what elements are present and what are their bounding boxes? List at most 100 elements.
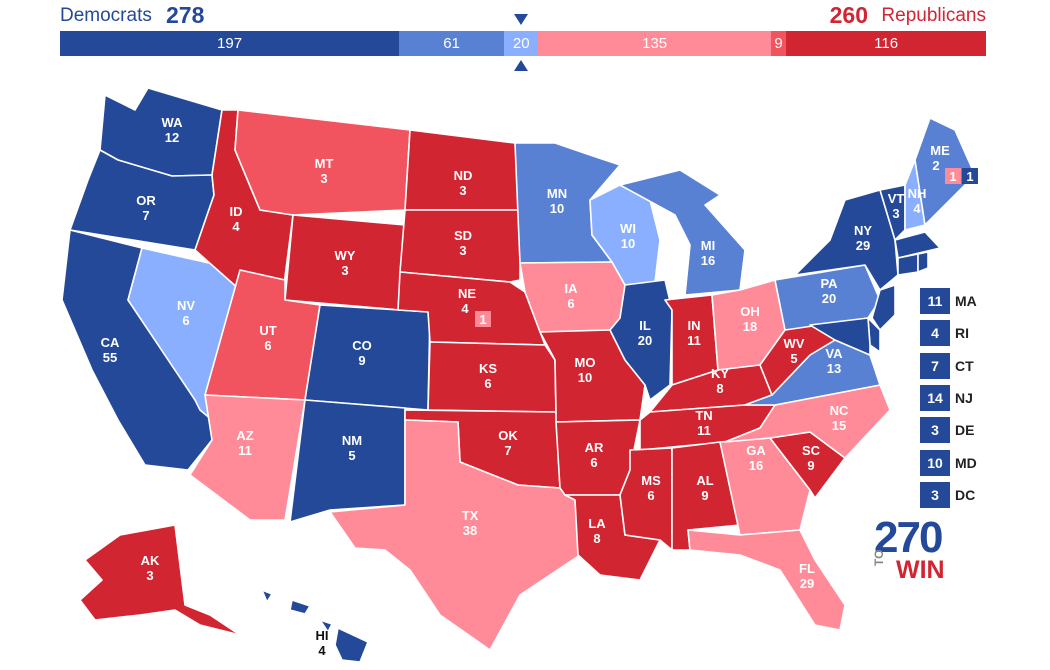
state-label-IA: IA 6: [565, 281, 579, 311]
small-state-abbr: NJ: [955, 389, 973, 406]
small-state-ev: 11: [920, 288, 950, 314]
small-state-ev: 14: [920, 384, 950, 411]
logo-number: 270: [874, 513, 943, 562]
state-label-AL: AL 9: [696, 473, 713, 503]
state-label-IN: IN 11: [687, 318, 701, 348]
state-label-CA: CA 55: [101, 335, 120, 365]
small-state-ev: 7: [920, 352, 950, 379]
state-label-TN: TN 11: [695, 408, 712, 438]
state-label-ID: ID 4: [230, 204, 243, 234]
state-label-MS: MS 6: [641, 473, 661, 503]
small-state-md[interactable]: 10 MD: [920, 449, 1025, 476]
maine-district-boxes[interactable]: 1 1: [945, 168, 978, 184]
state-HI[interactable]: [261, 589, 369, 663]
state-AK[interactable]: [79, 524, 241, 636]
small-state-de[interactable]: 3 DE: [920, 417, 1025, 444]
state-label-MN: MN 10: [547, 186, 567, 216]
bar-segment: 61: [399, 31, 505, 56]
small-state-ri[interactable]: 4 RI: [920, 320, 1025, 347]
small-state-ma[interactable]: 11 MA: [920, 288, 1025, 314]
state-label-OH: OH 18: [740, 304, 760, 334]
small-state-dc[interactable]: 3 DC: [920, 481, 1025, 508]
state-label-SD: SD 3: [454, 228, 472, 258]
270towin-logo: 270 TO WIN: [872, 513, 945, 586]
state-MA[interactable]: [894, 231, 941, 259]
state-label-HI: HI 4: [316, 628, 329, 658]
state-TX[interactable]: [329, 419, 581, 651]
state-label-AZ: AZ 11: [236, 428, 253, 458]
state-label-NY: NY 29: [854, 223, 872, 253]
small-state-abbr: DC: [955, 486, 976, 503]
state-FL[interactable]: [687, 529, 846, 631]
state-label-TX: TX 38: [462, 508, 479, 538]
nebraska-district-ev: 1: [479, 312, 486, 327]
electoral-vote-bar: 197 61 20 135 9 116: [60, 31, 986, 56]
state-label-MT: MT 3: [315, 156, 334, 186]
small-state-abbr: CT: [955, 357, 974, 374]
small-state-ev: 3: [920, 417, 950, 444]
state-label-NH: NH 4: [908, 186, 927, 216]
state-label-NM: NM 5: [342, 433, 362, 463]
270-marker-bottom-icon: [514, 60, 528, 71]
small-state-abbr: MA: [955, 293, 977, 309]
state-label-WV: WV 5: [784, 336, 805, 366]
democrats-total: 278: [166, 2, 205, 28]
state-label-FL: FL 29: [799, 561, 815, 591]
state-CT[interactable]: [897, 253, 919, 276]
state-label-ND: ND 3: [454, 168, 473, 198]
state-CO[interactable]: [304, 304, 431, 411]
republicans-label: Republicans: [881, 5, 986, 26]
state-label-UT: UT 6: [259, 323, 276, 353]
state-label-ME: ME 2: [930, 143, 950, 173]
state-MD[interactable]: [809, 317, 871, 356]
small-state-ev: 4: [920, 320, 950, 347]
state-label-WA: WA 12: [162, 115, 184, 145]
state-KS[interactable]: [427, 341, 557, 413]
state-label-KY: KY 8: [711, 366, 729, 396]
small-state-abbr: MD: [955, 454, 977, 471]
270-marker-top-icon: [514, 14, 528, 25]
state-label-WI: WI 10: [620, 221, 636, 251]
state-label-NC: NC 15: [830, 403, 849, 433]
state-label-AK: AK 3: [141, 553, 160, 583]
header: Democrats 278 260 Republicans: [60, 0, 986, 30]
state-MI[interactable]: [619, 169, 746, 296]
state-label-AR: AR 6: [585, 440, 604, 470]
state-label-KS: KS 6: [479, 361, 497, 391]
state-label-VA: VA 13: [825, 346, 843, 376]
logo-win: WIN: [896, 556, 945, 584]
small-state-ev: 10: [920, 449, 950, 476]
state-label-MO: MO 10: [575, 355, 596, 385]
small-state-nj[interactable]: 14 NJ: [920, 384, 1025, 411]
state-IL[interactable]: [609, 279, 673, 401]
state-label-OR: OR 7: [136, 193, 156, 223]
state-SD[interactable]: [399, 209, 521, 283]
state-NJ[interactable]: [871, 284, 896, 331]
state-label-CO: CO 9: [352, 338, 372, 368]
bar-segment: 9: [770, 31, 787, 56]
state-RI[interactable]: [917, 251, 929, 273]
state-label-LA: LA 8: [588, 516, 606, 546]
small-state-abbr: DE: [955, 422, 975, 439]
state-label-SC: SC 9: [802, 443, 821, 473]
bar-segment: 20: [504, 31, 539, 56]
maine-district-1-ev: 1: [966, 169, 973, 184]
state-label-NV: NV 6: [177, 298, 195, 328]
state-label-MI: MI 16: [701, 238, 715, 268]
bar-segment: 116: [786, 31, 986, 56]
small-state-abbr: RI: [955, 325, 969, 342]
state-label-WY: WY 3: [335, 248, 356, 278]
bar-segment: 135: [538, 31, 771, 56]
state-label-OK: OK 7: [498, 428, 518, 458]
state-NM[interactable]: [289, 399, 406, 523]
logo-to: TO: [872, 549, 886, 566]
democrats-label: Democrats: [60, 5, 152, 26]
bar-segment: 197: [60, 31, 400, 56]
small-state-ct[interactable]: 7 CT: [920, 352, 1025, 379]
state-label-VT: VT 3: [888, 191, 905, 221]
maine-district-2-ev: 1: [949, 169, 956, 184]
republicans-total: 260: [829, 2, 868, 28]
nebraska-district-box[interactable]: 1: [475, 311, 491, 327]
state-label-GA: GA 16: [746, 443, 766, 473]
